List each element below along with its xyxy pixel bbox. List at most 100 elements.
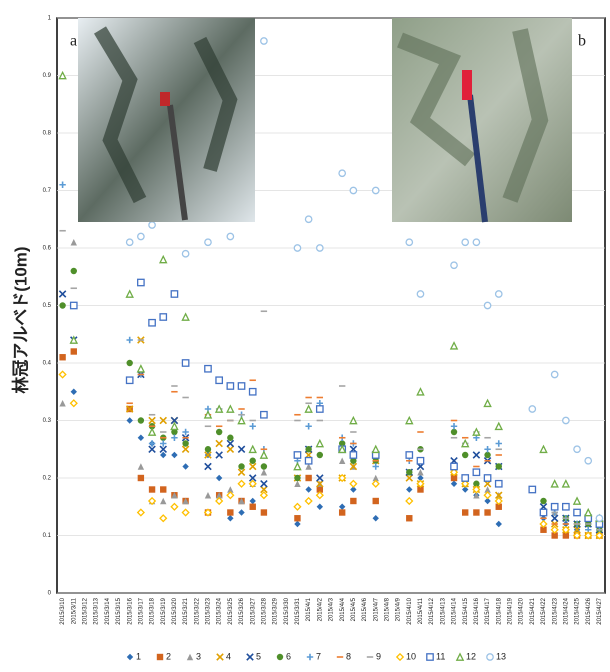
marker [417,389,423,395]
marker [373,481,379,487]
marker [305,498,311,504]
marker [261,452,267,458]
x-tick-label: 2015/3/31 [295,597,301,624]
marker [59,72,65,78]
marker [496,440,502,446]
marker [250,463,256,469]
marker [317,492,323,498]
marker [462,509,468,515]
marker [171,435,177,441]
marker [305,486,311,492]
marker [406,239,412,245]
x-tick-label: 2015/4/27 [597,597,603,624]
marker [350,481,356,487]
marker [138,233,144,239]
x-tick-label: 2015/3/22 [194,597,200,624]
marker [227,509,233,515]
y-tick-label: 0 [48,591,52,597]
legend-marker [427,654,433,660]
x-tick-label: 2015/3/17 [138,597,144,624]
marker [551,481,557,487]
marker [373,446,379,452]
legend-marker [397,654,403,660]
marker [451,481,457,487]
marker [484,302,490,308]
marker [149,486,155,492]
legend-label: 11 [436,651,445,661]
marker [451,262,457,268]
marker [160,256,166,262]
annotation: b [578,33,586,50]
marker [529,486,535,492]
marker [451,429,457,435]
marker [529,406,535,412]
x-tick-label: 2015/3/25 [228,597,234,624]
marker [317,452,323,458]
marker [238,463,244,469]
y-axis-label: 林冠アルベド(10m) [10,246,30,393]
marker [294,515,300,521]
marker [205,463,211,469]
marker [305,475,311,481]
marker [171,504,177,510]
legend-marker [307,654,313,660]
marker [484,452,490,458]
inset-photo-a [78,18,255,222]
annotation: a [70,33,77,50]
marker [294,452,300,458]
marker [138,417,144,423]
x-tick-label: 2015/3/20 [172,597,178,624]
marker [484,446,490,452]
legend-marker [277,654,283,660]
x-tick-label: 2015/3/19 [161,597,167,624]
marker [294,504,300,510]
y-tick-label: 0.7 [43,188,52,194]
marker [473,239,479,245]
marker [126,377,132,383]
marker [574,446,580,452]
x-tick-label: 2015/4/2 [317,597,323,621]
x-tick-label: 2015/3/18 [150,597,156,624]
marker [182,360,188,366]
y-tick-label: 0.3 [43,418,52,424]
x-tick-label: 2015/3/29 [273,597,279,624]
x-tick-label: 2015/4/7 [373,597,379,621]
y-tick-label: 0.9 [43,73,52,79]
marker [250,389,256,395]
marker [238,509,244,515]
marker [563,417,569,423]
marker [250,423,256,429]
marker [59,291,65,297]
marker [305,446,311,452]
marker [317,245,323,251]
x-tick-label: 2015/4/3 [329,597,335,621]
inset-photo-b [392,18,572,222]
marker [317,504,323,510]
legend-label: 4 [226,651,231,661]
x-tick-label: 2015/4/24 [563,597,569,624]
marker [160,314,166,320]
marker [473,452,479,458]
marker [227,233,233,239]
marker [160,498,166,504]
marker [71,302,77,308]
legend-label: 5 [256,651,261,661]
marker [350,498,356,504]
marker [473,469,479,475]
marker [305,458,311,464]
x-tick-label: 2015/4/11 [418,597,424,624]
y-tick-label: 0.6 [43,246,52,252]
legend-marker [247,654,253,660]
legend-label: 13 [496,651,506,661]
marker [406,417,412,423]
marker [294,481,300,487]
marker [182,251,188,257]
marker [227,406,233,412]
y-tick-label: 0.1 [43,533,52,539]
marker [406,498,412,504]
marker [339,170,345,176]
x-tick-label: 2015/4/4 [340,597,346,621]
marker [540,521,546,527]
marker [451,423,457,429]
marker [238,469,244,475]
